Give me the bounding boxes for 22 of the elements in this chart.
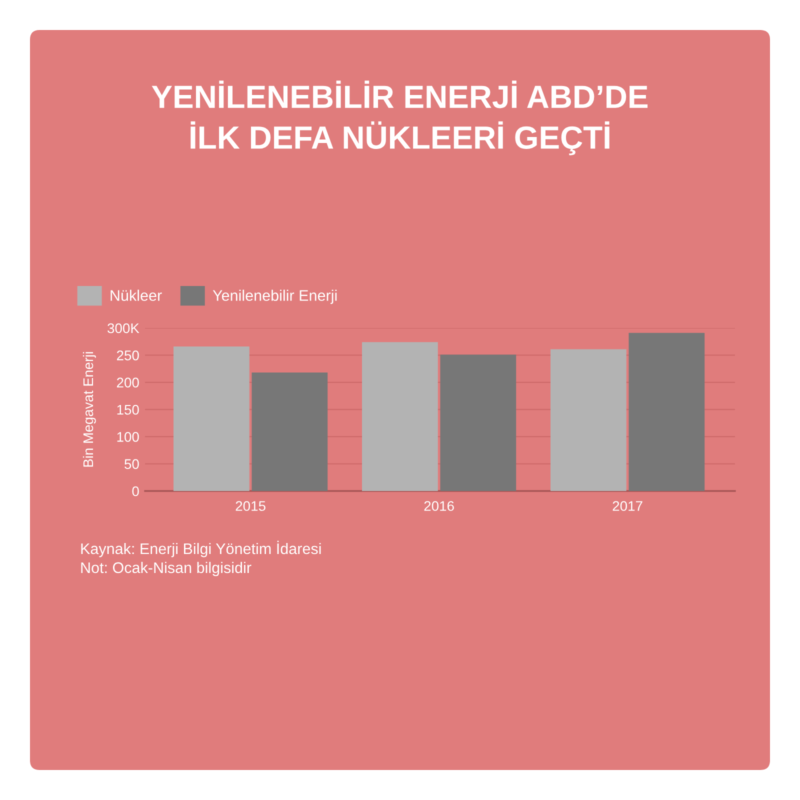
x-tick-label: 2017 (612, 501, 642, 511)
legend-label: Yenilenebilir Enerji (212, 290, 337, 304)
bar (252, 372, 328, 491)
bar (174, 346, 250, 491)
x-tick-label: 2016 (424, 501, 454, 511)
y-tick-label: 150 (117, 404, 139, 415)
bar (550, 349, 626, 491)
text: Kaynak: Enerji Bilgi Yönetim İdaresi (81, 540, 321, 558)
y-tick-label: 0 (132, 486, 139, 496)
bar (440, 354, 516, 491)
y-tick-label: 100 (117, 432, 139, 442)
y-tick-label: 200 (116, 378, 139, 388)
y-tick-label: 250 (116, 350, 139, 360)
chart-title: YENİLENEBİLİR ENERJİ ABD’DE İLK DEFA NÜKLEERİ GEÇTİ (152, 80, 648, 156)
y-tick-label: 50 (124, 459, 139, 470)
y-tick-label: 300K (108, 323, 140, 334)
x-tick-label: 2015 (236, 501, 266, 511)
text: Not: Ocak-Nisan bilgisidir (81, 562, 252, 576)
bar (362, 342, 438, 491)
legend-label: Nükleer (110, 290, 162, 301)
bar (628, 332, 705, 491)
y-axis-title: Bin Megavat Enerji (82, 352, 96, 467)
